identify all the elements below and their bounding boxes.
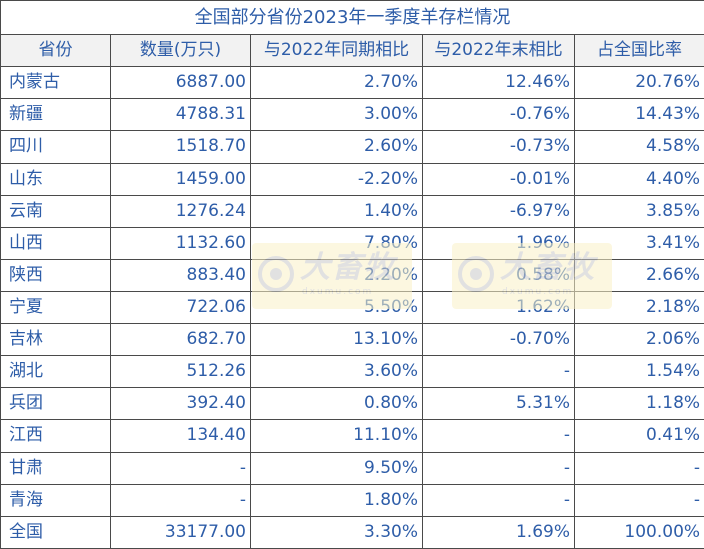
table-row: 山西 1132.60 7.80% 1.96% 3.41% <box>0 226 704 260</box>
header-quantity: 数量(万只) <box>110 34 251 68</box>
cell-quantity: 722.06 <box>110 290 251 325</box>
cell-national-share: 2.18% <box>573 290 704 325</box>
cell-quantity: - <box>110 483 251 517</box>
cell-quantity: 1518.70 <box>110 130 251 164</box>
cell-national-share: 14.43% <box>573 98 704 132</box>
cell-national-share: 2.66% <box>573 258 704 292</box>
header-province: 省份 <box>0 34 111 68</box>
cell-province: 吉林 <box>0 323 111 357</box>
header-yoy-change: 与2022年同期相比 <box>250 34 423 68</box>
cell-province: 云南 <box>0 194 111 228</box>
cell-vs-year-end: 5.31% <box>422 387 575 421</box>
cell-province: 宁夏 <box>0 290 111 325</box>
cell-province: 兵团 <box>0 387 111 421</box>
cell-vs-year-end: -0.01% <box>422 162 575 196</box>
header-national-share: 占全国比率 <box>573 34 704 68</box>
cell-yoy-change: 11.10% <box>250 419 423 453</box>
table-row: 宁夏 722.06 5.50% 1.62% 2.18% <box>0 290 704 325</box>
cell-quantity: 134.40 <box>110 419 251 453</box>
cell-yoy-change: 3.30% <box>250 515 423 549</box>
cell-quantity: - <box>110 451 251 485</box>
cell-national-share: 2.06% <box>573 323 704 357</box>
cell-yoy-change: 5.50% <box>250 290 423 325</box>
cell-quantity: 1459.00 <box>110 162 251 196</box>
cell-vs-year-end: 0.58% <box>422 258 575 292</box>
table-header-row: 省份 数量(万只) 与2022年同期相比 与2022年末相比 占全国比率 <box>0 34 704 68</box>
cell-vs-year-end: - <box>422 419 575 453</box>
cell-yoy-change: 9.50% <box>250 451 423 485</box>
cell-vs-year-end: -0.76% <box>422 98 575 132</box>
cell-quantity: 6887.00 <box>110 66 251 100</box>
cell-quantity: 392.40 <box>110 387 251 421</box>
cell-yoy-change: 1.80% <box>250 483 423 517</box>
cell-province: 湖北 <box>0 355 111 389</box>
cell-national-share: 4.40% <box>573 162 704 196</box>
table-row: 青海 -1.80% - - <box>0 483 704 517</box>
cell-vs-year-end: 12.46% <box>422 66 575 100</box>
cell-province: 山东 <box>0 162 111 196</box>
table-row: 全国 33177.00 3.30% 1.69% 100.00% <box>0 515 704 549</box>
cell-province: 全国 <box>0 515 111 549</box>
cell-province: 陕西 <box>0 258 111 292</box>
table-row: 湖北 512.26 3.60% -1.54% <box>0 355 704 389</box>
cell-quantity: 883.40 <box>110 258 251 292</box>
cell-vs-year-end: - <box>422 483 575 517</box>
cell-vs-year-end: -0.73% <box>422 130 575 164</box>
cell-yoy-change: 2.70% <box>250 66 423 100</box>
cell-quantity: 512.26 <box>110 355 251 389</box>
cell-national-share: 0.41% <box>573 419 704 453</box>
cell-national-share: 20.76% <box>573 66 704 100</box>
cell-yoy-change: 2.60% <box>250 130 423 164</box>
cell-vs-year-end: - <box>422 355 575 389</box>
cell-province: 新疆 <box>0 98 111 132</box>
cell-quantity: 682.70 <box>110 323 251 357</box>
table-row: 甘肃 -9.50% - - <box>0 451 704 485</box>
table-row: 吉林 682.70 13.10% -0.70% 2.06% <box>0 323 704 357</box>
table-row: 内蒙古 6887.00 2.70% 12.46% 20.76% <box>0 66 704 100</box>
cell-vs-year-end: -6.97% <box>422 194 575 228</box>
table-title: 全国部分省份2023年一季度羊存栏情况 <box>0 0 704 36</box>
cell-national-share: - <box>573 483 704 517</box>
table-row: 山东 1459.00 -2.20% -0.01% 4.40% <box>0 162 704 196</box>
cell-national-share: 4.58% <box>573 130 704 164</box>
cell-province: 青海 <box>0 483 111 517</box>
cell-quantity: 4788.31 <box>110 98 251 132</box>
cell-province: 江西 <box>0 419 111 453</box>
cell-yoy-change: 0.80% <box>250 387 423 421</box>
cell-national-share: 3.41% <box>573 226 704 260</box>
table-row: 云南 1276.24 1.40% -6.97% 3.85% <box>0 194 704 228</box>
table-row: 四川 1518.70 2.60% -0.73% 4.58% <box>0 130 704 164</box>
cell-province: 山西 <box>0 226 111 260</box>
table-title-row: 全国部分省份2023年一季度羊存栏情况 <box>0 0 704 36</box>
cell-yoy-change: 1.40% <box>250 194 423 228</box>
cell-national-share: 3.85% <box>573 194 704 228</box>
cell-yoy-change: 3.00% <box>250 98 423 132</box>
table-row: 陕西 883.40 2.20% 0.58% 2.66% <box>0 258 704 292</box>
cell-yoy-change: 7.80% <box>250 226 423 260</box>
cell-province: 内蒙古 <box>0 66 111 100</box>
cell-yoy-change: 2.20% <box>250 258 423 292</box>
cell-national-share: 1.18% <box>573 387 704 421</box>
cell-yoy-change: 13.10% <box>250 323 423 357</box>
cell-yoy-change: -2.20% <box>250 162 423 196</box>
table-row: 新疆 4788.31 3.00% -0.76% 14.43% <box>0 98 704 132</box>
cell-quantity: 1276.24 <box>110 194 251 228</box>
cell-province: 四川 <box>0 130 111 164</box>
cell-vs-year-end: - <box>422 451 575 485</box>
cell-vs-year-end: 1.96% <box>422 226 575 260</box>
cell-yoy-change: 3.60% <box>250 355 423 389</box>
header-vs-year-end: 与2022年末相比 <box>422 34 575 68</box>
cell-province: 甘肃 <box>0 451 111 485</box>
cell-vs-year-end: -0.70% <box>422 323 575 357</box>
cell-vs-year-end: 1.62% <box>422 290 575 325</box>
cell-national-share: 100.00% <box>573 515 704 549</box>
cell-national-share: 1.54% <box>573 355 704 389</box>
cell-vs-year-end: 1.69% <box>422 515 575 549</box>
table-row: 兵团 392.40 0.80% 5.31% 1.18% <box>0 387 704 421</box>
cell-national-share: - <box>573 451 704 485</box>
cell-quantity: 33177.00 <box>110 515 251 549</box>
table-row: 江西 134.40 11.10% -0.41% <box>0 419 704 453</box>
cell-quantity: 1132.60 <box>110 226 251 260</box>
